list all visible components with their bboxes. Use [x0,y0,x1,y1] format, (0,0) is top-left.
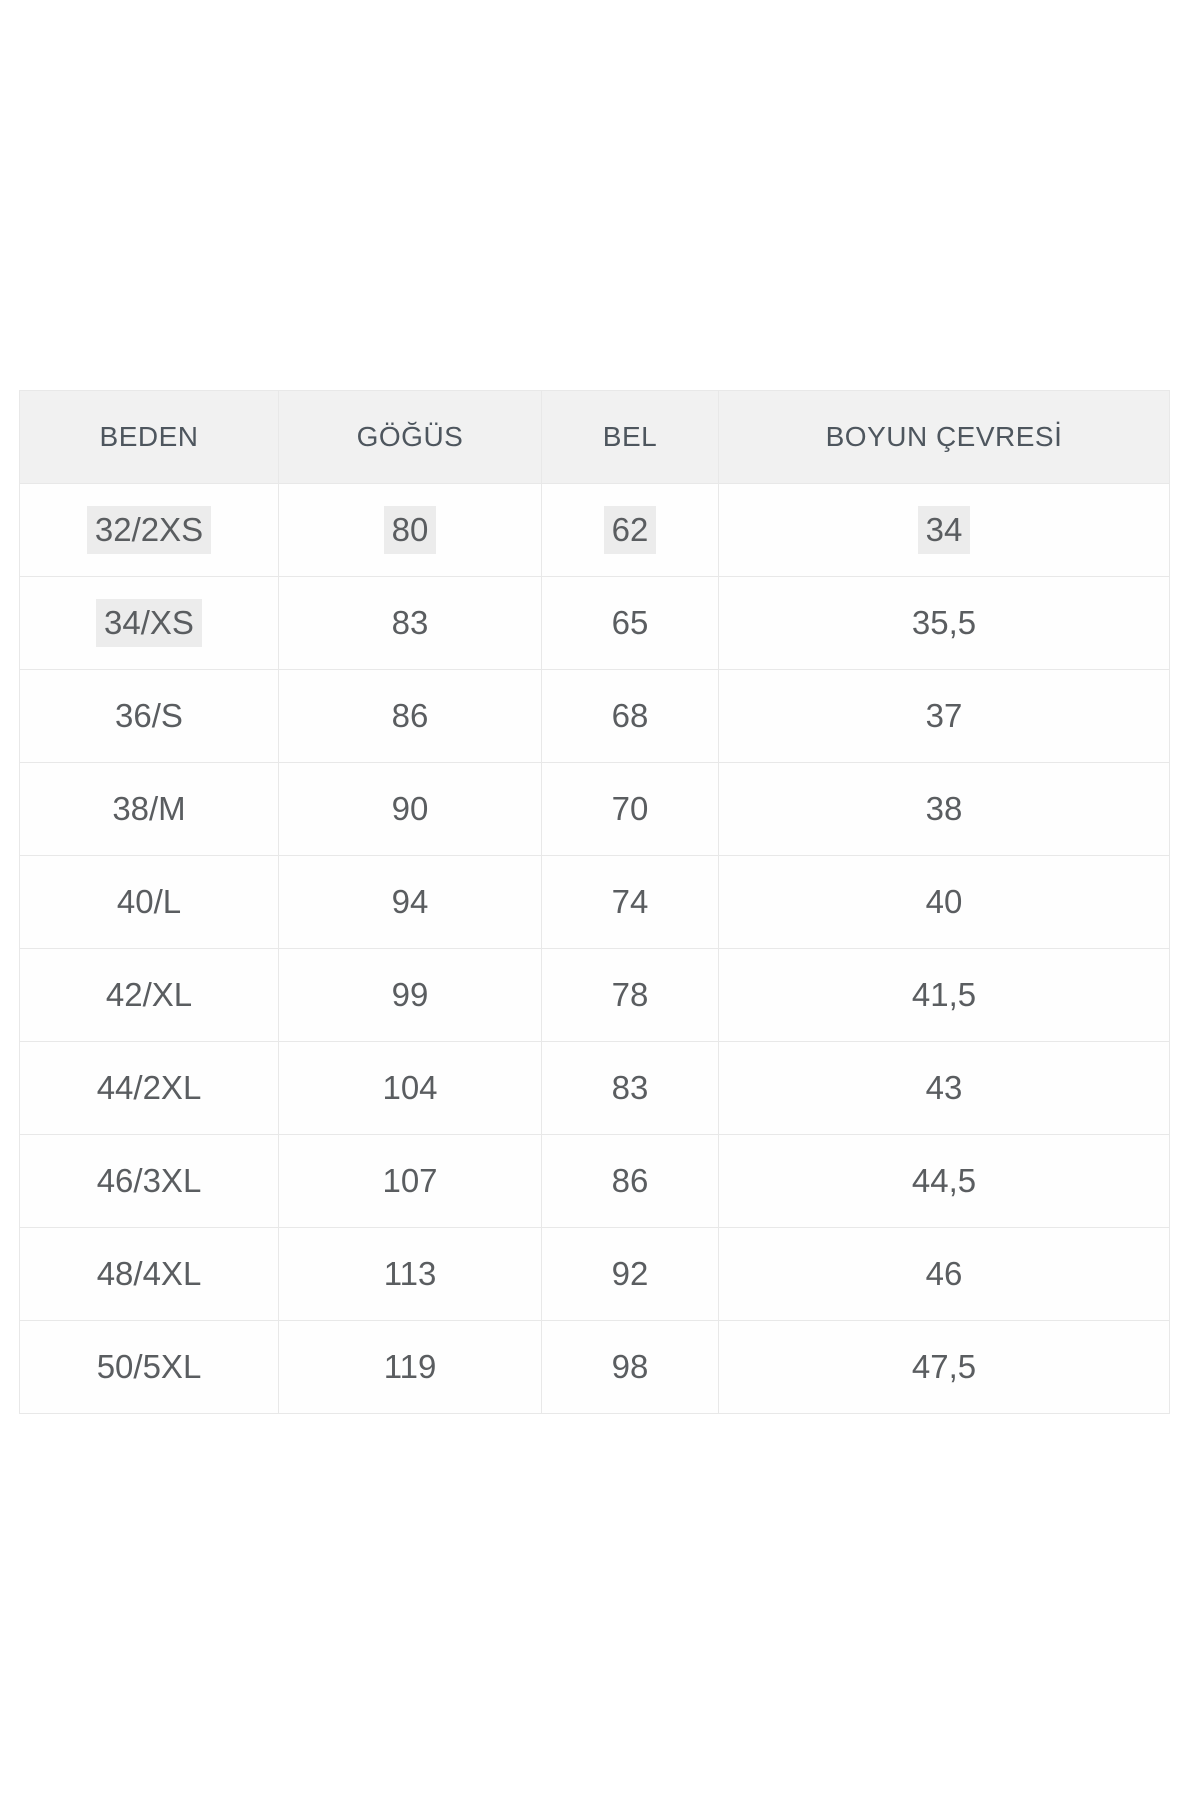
measurement-cell: 62 [541,483,719,577]
cell-value: 86 [611,1162,649,1199]
cell-value: 44/2XL [96,1069,202,1106]
cell-value: 65 [611,604,649,641]
measurement-cell: 68 [541,669,719,763]
cell-value: 37 [925,697,963,734]
measurement-cell: 83 [541,1041,719,1135]
measurement-cell: 92 [541,1227,719,1321]
cell-value: 46/3XL [96,1162,202,1199]
cell-value: 41,5 [911,976,977,1013]
measurement-cell: 34 [718,483,1170,577]
cell-value: 92 [611,1255,649,1292]
measurement-cell: 119 [278,1320,542,1414]
header-row: BEDEN GÖĞÜS BEL BOYUN ÇEVRESİ [19,390,1170,484]
cell-value: 119 [383,1348,437,1385]
cell-value: 38/M [112,790,186,827]
cell-value-highlighted: 80 [383,506,437,554]
cell-value: 90 [391,790,429,827]
cell-value: 83 [611,1069,649,1106]
measurement-cell: 70 [541,762,719,856]
cell-value: 94 [391,883,429,920]
cell-value: 38 [925,790,963,827]
table-row: 36/S 86 68 37 [19,669,1170,763]
measurement-cell: 35,5 [718,576,1170,670]
cell-value: 46 [925,1255,963,1292]
cell-value: 113 [383,1255,437,1292]
measurement-cell: 98 [541,1320,719,1414]
header-cell-bel: BEL [541,390,719,484]
cell-value: 35,5 [911,604,977,641]
cell-value: 47,5 [911,1348,977,1385]
cell-value-highlighted: 62 [603,506,657,554]
measurement-cell: 38 [718,762,1170,856]
header-cell-beden: BEDEN [19,390,279,484]
size-label-cell: 42/XL [19,948,279,1042]
table-row: 42/XL 99 78 41,5 [19,948,1170,1042]
cell-value: 43 [925,1069,963,1106]
measurement-cell: 37 [718,669,1170,763]
table-row: 50/5XL 119 98 47,5 [19,1320,1170,1414]
size-chart-table: BEDEN GÖĞÜS BEL BOYUN ÇEVRESİ 32/2XS 80 62… [19,390,1170,1414]
size-label-cell: 50/5XL [19,1320,279,1414]
table-row: 40/L 94 74 40 [19,855,1170,949]
measurement-cell: 94 [278,855,542,949]
size-label-cell: 44/2XL [19,1041,279,1135]
measurement-cell: 74 [541,855,719,949]
table-row: 44/2XL 104 83 43 [19,1041,1170,1135]
table-row: 34/XS 83 65 35,5 [19,576,1170,670]
size-label-cell: 40/L [19,855,279,949]
cell-value: 70 [611,790,649,827]
cell-value: 86 [391,697,429,734]
cell-value: 48/4XL [96,1255,202,1292]
measurement-cell: 99 [278,948,542,1042]
cell-value: 36/S [115,697,183,734]
size-label-cell: 46/3XL [19,1134,279,1228]
size-label-cell: 32/2XS [19,483,279,577]
header-cell-boyun-cevresi: BOYUN ÇEVRESİ [718,390,1170,484]
size-label-cell: 34/XS [19,576,279,670]
measurement-cell: 47,5 [718,1320,1170,1414]
measurement-cell: 86 [278,669,542,763]
cell-value: 107 [382,1162,438,1199]
measurement-cell: 46 [718,1227,1170,1321]
measurement-cell: 90 [278,762,542,856]
cell-value: 78 [611,976,649,1013]
header-cell-gogus: GÖĞÜS [278,390,542,484]
measurement-cell: 43 [718,1041,1170,1135]
cell-value-highlighted: 32/2XS [86,506,212,554]
measurement-cell: 113 [278,1227,542,1321]
measurement-cell: 86 [541,1134,719,1228]
cell-value: 68 [611,697,649,734]
measurement-cell: 83 [278,576,542,670]
table-row: 32/2XS 80 62 34 [19,483,1170,577]
measurement-cell: 104 [278,1041,542,1135]
table-row: 46/3XL 107 86 44,5 [19,1134,1170,1228]
table-row: 48/4XL 113 92 46 [19,1227,1170,1321]
measurement-cell: 107 [278,1134,542,1228]
measurement-cell: 78 [541,948,719,1042]
cell-value: 74 [611,883,649,920]
cell-value-highlighted: 34/XS [96,599,202,647]
measurement-cell: 40 [718,855,1170,949]
cell-value: 44,5 [911,1162,977,1199]
size-label-cell: 48/4XL [19,1227,279,1321]
measurement-cell: 44,5 [718,1134,1170,1228]
cell-value: 40 [925,883,963,920]
size-label-cell: 38/M [19,762,279,856]
cell-value: 42/XL [105,976,193,1013]
cell-value-highlighted: 34 [917,506,971,554]
cell-value: 99 [391,976,429,1013]
cell-value: 83 [391,604,429,641]
cell-value: 104 [382,1069,438,1106]
cell-value: 50/5XL [96,1348,202,1385]
cell-value: 98 [611,1348,649,1385]
table-row: 38/M 90 70 38 [19,762,1170,856]
measurement-cell: 65 [541,576,719,670]
measurement-cell: 80 [278,483,542,577]
cell-value: 40/L [116,883,182,920]
size-table-body: 32/2XS 80 62 34 34/XS 83 65 35,5 36/S 86 68 37 38/M 9… [19,483,1170,1414]
measurement-cell: 41,5 [718,948,1170,1042]
size-label-cell: 36/S [19,669,279,763]
